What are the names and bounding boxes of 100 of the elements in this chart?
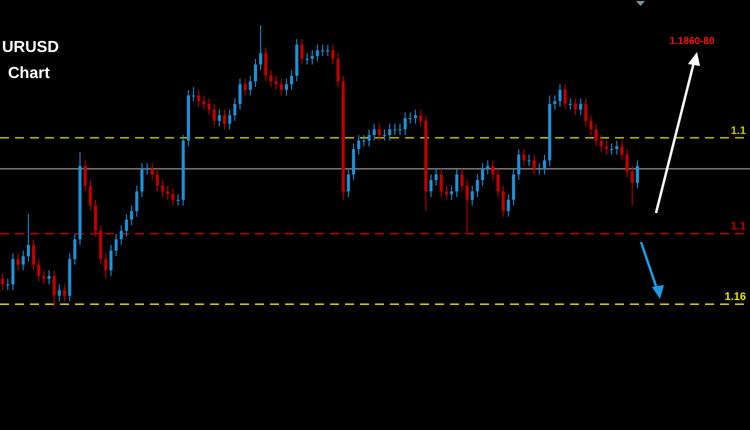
candlestick [22,250,25,271]
candlestick [455,168,458,198]
candlestick [584,98,588,128]
candlestick [398,123,402,136]
candlestick [161,180,164,198]
candlestick [522,148,526,166]
candlestick [166,185,170,200]
candlestick [336,52,340,88]
candlestick [564,84,567,110]
candlestick [579,98,582,116]
candlestick [16,252,20,271]
text: Chart [8,65,50,82]
candlestick [434,168,438,186]
candlestick [502,185,505,218]
text: 1.16 [724,291,746,304]
candlestick [362,134,366,147]
candlestick [146,162,149,175]
candlestick [600,134,603,152]
candlestick [171,188,174,206]
candlestick [496,168,500,198]
candlestick [26,213,30,262]
candlestick [109,244,113,276]
candlestick [130,204,134,226]
candlestick [280,78,283,96]
text: 1.1860-80 [669,36,715,47]
candlestick [290,70,294,90]
candlestick [104,252,108,280]
candlestick [88,180,92,212]
candlestick [207,98,211,116]
candlestick [202,95,206,110]
candlestick [58,284,61,302]
candlestick [414,109,418,124]
candlestick [382,128,386,142]
candlestick [192,86,196,102]
candlestick [212,103,216,128]
candlestick [124,213,128,237]
candlestick [568,98,572,110]
candlestick [84,160,87,192]
candlestick [574,98,578,116]
candlestick [1,272,4,291]
candlestick [630,166,634,206]
candlestick [259,24,262,71]
candlestick [248,75,252,96]
candlestick [429,174,433,198]
text: 1.1 [730,220,746,233]
candlestick [589,114,593,136]
candlestick [481,162,484,186]
candlestick [244,78,247,96]
candlestick [440,168,443,198]
candlestick [419,109,422,128]
candlestick [326,44,330,57]
candlestick [316,44,319,62]
candlestick [491,160,494,181]
candlestick [321,44,324,57]
candlestick [532,154,536,175]
candlestick [52,270,56,308]
candlestick [470,185,474,206]
candlestick [626,148,629,178]
candlestick [486,160,490,175]
candlestick [176,194,180,206]
candlestick [73,233,76,266]
candlestick [37,258,40,282]
candlestick [538,162,541,175]
candlestick [476,174,479,198]
candlestick [6,278,10,291]
candlestick [558,84,562,108]
candlestick [47,270,51,285]
candlestick [228,109,232,130]
candlestick [300,38,304,65]
candlestick [222,109,226,130]
candlestick [527,154,531,166]
candlestick [150,162,154,181]
candlestick [367,128,371,147]
candlestick [233,98,236,122]
candlestick [310,50,314,65]
candlestick [269,70,273,88]
text: URUSD [2,39,59,56]
candlestick [62,284,66,302]
candlestick [517,148,520,181]
candlestick [346,168,350,198]
candlestick [32,238,36,271]
candlestick [135,185,138,218]
candlestick [357,134,360,156]
candlestick [264,47,268,82]
candlestick [378,123,381,142]
candlestick [156,168,159,192]
candlestick [254,58,258,88]
candlestick [42,270,46,285]
candlestick [238,78,242,110]
candlestick [404,112,407,136]
candlestick [120,224,123,246]
candlestick [553,95,556,110]
candlestick [594,123,598,147]
candlestick [636,160,639,190]
candlestick [372,123,376,142]
candlestick [218,109,221,128]
candlestick [615,140,618,156]
candlestick [506,194,510,218]
candlestick [408,112,412,124]
candlestick [140,162,144,198]
